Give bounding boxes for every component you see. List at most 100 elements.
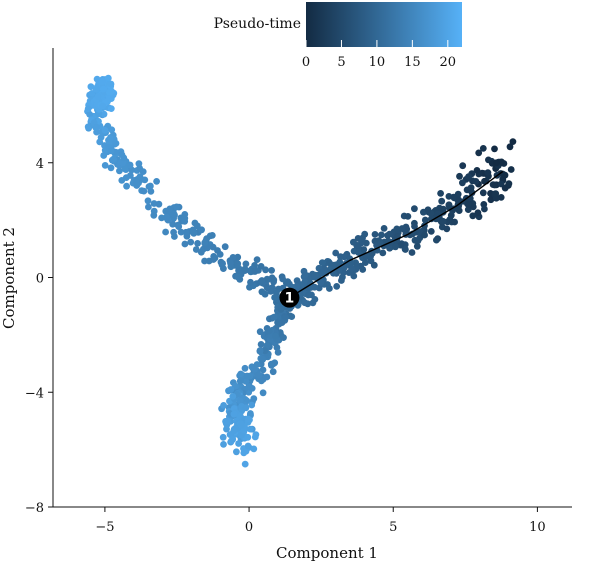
data-point xyxy=(455,196,463,204)
data-point xyxy=(258,277,266,284)
data-point xyxy=(353,241,361,249)
data-point xyxy=(101,126,109,134)
data-point xyxy=(235,267,243,274)
data-point xyxy=(507,166,515,173)
data-point xyxy=(201,239,209,247)
data-point xyxy=(136,164,144,172)
data-point xyxy=(324,281,331,288)
data-point xyxy=(473,167,481,174)
data-point xyxy=(162,228,170,236)
data-point xyxy=(251,433,259,441)
data-point xyxy=(93,123,100,131)
data-point xyxy=(284,278,292,286)
data-point xyxy=(236,377,244,385)
data-point xyxy=(428,215,435,223)
data-point xyxy=(182,228,190,236)
y-axis-ticks: −8 −4 0 4 xyxy=(25,157,53,516)
data-point xyxy=(140,187,148,195)
colorbar-tick-label: 15 xyxy=(404,55,421,70)
data-point xyxy=(304,291,312,299)
data-point xyxy=(230,427,238,435)
data-point xyxy=(240,449,248,457)
data-point xyxy=(498,158,505,166)
data-point xyxy=(491,181,498,189)
data-point xyxy=(437,190,444,197)
data-point xyxy=(234,273,242,281)
data-point xyxy=(158,214,166,222)
scatter-points xyxy=(84,74,517,468)
data-point xyxy=(479,189,487,197)
data-point xyxy=(450,193,457,201)
data-point xyxy=(397,241,404,249)
data-point xyxy=(177,228,185,236)
data-point xyxy=(100,85,107,93)
data-point xyxy=(93,75,101,83)
data-point xyxy=(263,275,271,283)
data-point xyxy=(269,368,277,376)
data-point xyxy=(268,362,275,369)
data-point xyxy=(484,169,492,177)
data-point xyxy=(107,80,115,88)
data-point xyxy=(274,349,282,356)
data-point xyxy=(443,225,451,233)
data-point xyxy=(348,265,355,272)
data-point xyxy=(132,178,140,186)
data-point xyxy=(237,370,245,378)
x-tick-label: 0 xyxy=(245,520,253,535)
data-point xyxy=(491,145,498,153)
data-point xyxy=(336,258,344,266)
data-point xyxy=(173,203,181,211)
data-point xyxy=(88,90,96,97)
data-point xyxy=(208,232,216,239)
data-point xyxy=(311,296,319,303)
data-point xyxy=(258,377,265,385)
data-point xyxy=(268,267,275,274)
colorbar-legend: Pseudo-time 0 5 10 15 20 xyxy=(214,2,462,70)
data-point xyxy=(242,260,250,268)
data-point xyxy=(194,240,202,247)
data-point xyxy=(244,442,252,450)
data-point xyxy=(282,314,289,321)
data-point xyxy=(301,272,309,279)
data-point xyxy=(261,290,269,298)
data-point xyxy=(380,225,388,232)
data-point xyxy=(317,279,325,286)
data-point xyxy=(456,172,463,180)
data-point xyxy=(126,161,134,169)
data-point xyxy=(464,206,472,214)
data-point xyxy=(170,210,178,218)
trajectory-line xyxy=(289,170,504,299)
data-point xyxy=(270,278,277,286)
data-point xyxy=(416,228,424,236)
data-point xyxy=(84,105,92,113)
data-point xyxy=(301,299,309,307)
data-point xyxy=(370,261,378,269)
data-point xyxy=(100,110,108,118)
data-point xyxy=(227,386,235,393)
data-point xyxy=(220,402,228,409)
colorbar-tick-label: 20 xyxy=(440,55,457,70)
data-point xyxy=(110,155,117,163)
data-point xyxy=(433,236,440,244)
data-point xyxy=(379,249,387,257)
branch-point-layer: 1 xyxy=(279,287,300,308)
data-point xyxy=(229,435,237,443)
data-point xyxy=(424,206,432,214)
data-point xyxy=(413,242,421,250)
data-point xyxy=(235,440,243,447)
data-point xyxy=(439,217,447,225)
data-point xyxy=(279,275,287,283)
data-point xyxy=(99,102,107,110)
x-axis-ticks: −5 0 5 10 xyxy=(95,507,546,535)
data-point xyxy=(408,249,416,256)
data-point xyxy=(455,207,463,215)
data-point xyxy=(248,385,256,392)
data-point xyxy=(378,231,385,239)
data-point xyxy=(198,226,206,234)
data-point xyxy=(505,180,513,188)
data-point xyxy=(147,188,155,195)
data-point xyxy=(259,366,267,374)
data-point xyxy=(253,256,261,263)
data-point xyxy=(371,231,379,238)
